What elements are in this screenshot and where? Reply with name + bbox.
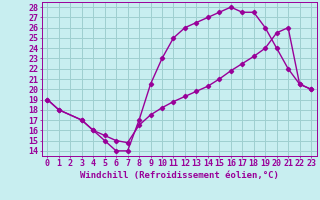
X-axis label: Windchill (Refroidissement éolien,°C): Windchill (Refroidissement éolien,°C)	[80, 171, 279, 180]
